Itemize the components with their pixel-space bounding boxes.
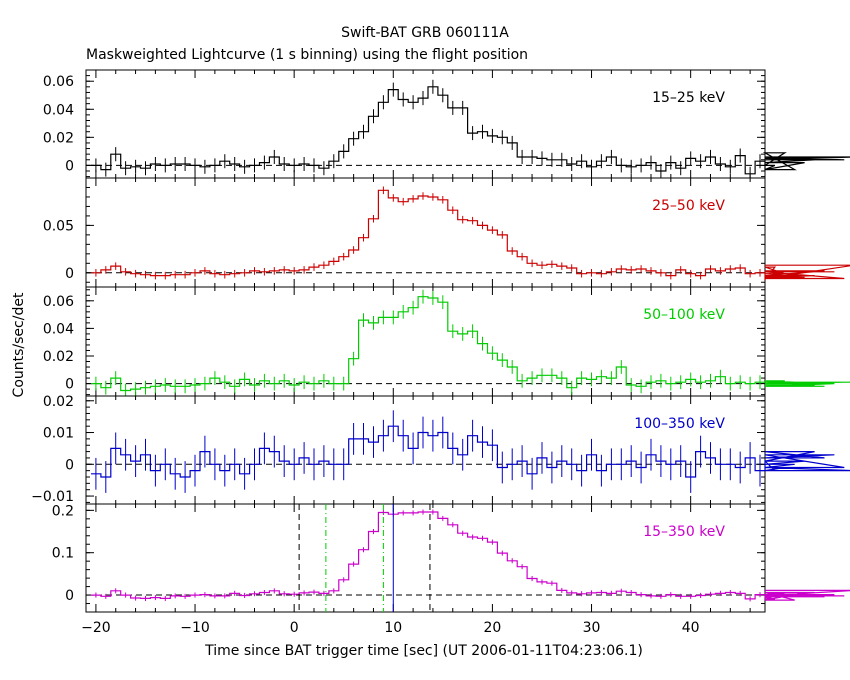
y-axis-label: Counts/sec/det xyxy=(11,292,27,397)
x-tick-label: 20 xyxy=(483,620,501,636)
y-tick-label: 0 xyxy=(65,158,74,174)
x-tick-label: 30 xyxy=(583,620,601,636)
panel-100-350-kev: −0.01 0 0.01 0.02 100–350 keV xyxy=(31,394,850,505)
x-tick-label: −20 xyxy=(81,620,111,636)
panel-frame xyxy=(85,177,766,288)
y-tick-label: 0.2 xyxy=(52,503,74,519)
panel-energy-label: 15–25 keV xyxy=(652,90,725,106)
y-tick-label: 0.01 xyxy=(43,426,74,442)
x-tick-label: 10 xyxy=(384,620,402,636)
y-tick-label: 0 xyxy=(65,588,74,604)
chart-subtitle: Maskweighted Lightcurve (1 s binning) us… xyxy=(86,47,528,63)
panel-energy-label: 15–350 keV xyxy=(643,524,725,540)
chart-title: Swift-BAT GRB 060111A xyxy=(341,25,509,41)
x-tick-label: −10 xyxy=(180,620,210,636)
y-tick-label: 0.04 xyxy=(43,102,74,118)
panel-energy-label: 100–350 keV xyxy=(634,416,725,432)
panel-frame xyxy=(85,395,766,505)
y-tick-label: −0.01 xyxy=(31,489,74,505)
y-tick-label: 0.1 xyxy=(52,546,74,562)
x-axis-label: Time since BAT trigger time [sec] (UT 20… xyxy=(204,643,643,659)
panel-15-350-kev: 0 0.1 0.2 15–350 keV xyxy=(52,503,850,613)
panel-25-50-kev: 0 0.05 25–50 keV xyxy=(43,177,850,288)
x-tick-label: 0 xyxy=(290,620,299,636)
y-tick-label: 0.02 xyxy=(43,130,74,146)
panel-50-100-kev: 0 0.02 0.04 0.06 50–100 keV xyxy=(43,286,850,397)
series-step-line-15-350-kev xyxy=(91,511,850,601)
panel-frame xyxy=(85,503,766,613)
y-tick-label: 0.06 xyxy=(43,74,74,90)
y-tick-label: 0 xyxy=(65,266,74,282)
series-step-line-15-25-kev xyxy=(91,86,850,175)
y-tick-label: 0 xyxy=(65,457,74,473)
panel-energy-label: 50–100 keV xyxy=(643,307,725,323)
panel-15-25-kev: 0 0.02 0.04 0.06 15–25 keV xyxy=(43,69,850,179)
y-tick-label: 0.06 xyxy=(43,294,74,310)
y-tick-label: 0.02 xyxy=(43,394,74,410)
series-step-line-50-100-kev xyxy=(91,296,850,392)
y-tick-label: 0.02 xyxy=(43,349,74,365)
panel-frame xyxy=(85,286,766,397)
series-step-line-100-350-kev xyxy=(91,425,850,478)
panel-energy-label: 25–50 keV xyxy=(652,198,725,214)
y-tick-label: 0 xyxy=(65,377,74,393)
y-tick-label: 0.04 xyxy=(43,321,74,337)
x-tick-label: 40 xyxy=(682,620,700,636)
y-tick-label: 0.05 xyxy=(43,218,74,234)
panel-frame xyxy=(85,69,766,179)
series-step-line-25-50-kev xyxy=(91,189,850,282)
